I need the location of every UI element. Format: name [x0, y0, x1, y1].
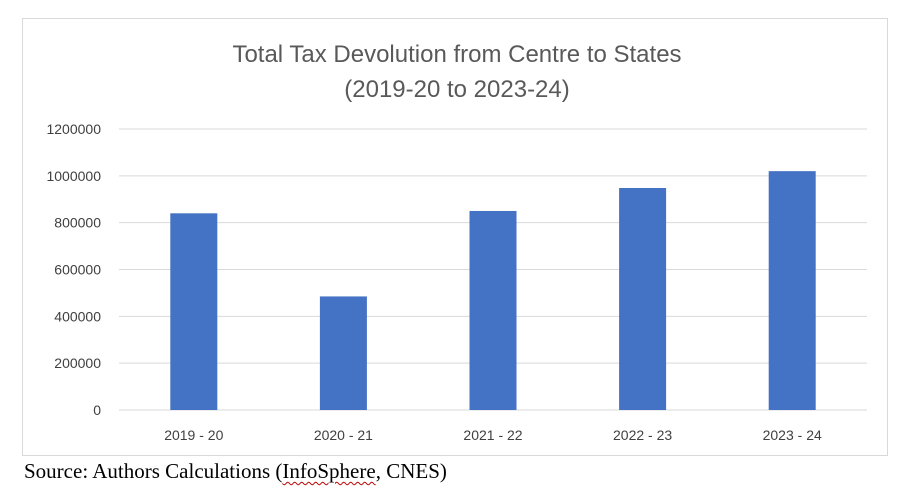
x-axis-ticks: 2019 - 20 2020 - 21 2021 - 22 2022 - 23 2023… — [164, 427, 822, 443]
source-note: Source: Authors Calculations (InfoSphere… — [24, 459, 447, 484]
source-suffix: , CNES) — [375, 459, 447, 483]
bar-2022-23 — [619, 188, 667, 410]
y-tick-label: 200000 — [54, 355, 101, 371]
x-tick-label: 2023 - 24 — [763, 427, 822, 443]
x-tick-label: 2020 - 21 — [314, 427, 373, 443]
source-underlined: InfoSphere — [282, 459, 376, 483]
y-tick-label: 600000 — [54, 262, 101, 278]
y-tick-label: 800000 — [54, 215, 101, 231]
bar-chart: Total Tax Devolution from Centre to Stat… — [46, 41, 867, 443]
x-tick-label: 2019 - 20 — [164, 427, 223, 443]
bar-2023-24 — [768, 171, 816, 410]
bar-2019-20 — [170, 213, 218, 410]
x-tick-label: 2021 - 22 — [463, 427, 522, 443]
chart-title: Total Tax Devolution from Centre to Stat… — [232, 41, 681, 68]
y-tick-label: 0 — [93, 402, 101, 418]
y-tick-label: 1200000 — [46, 121, 101, 137]
bars — [170, 171, 816, 410]
bar-2021-22 — [469, 210, 517, 410]
x-tick-label: 2022 - 23 — [613, 427, 672, 443]
chart-frame: Total Tax Devolution from Centre to Stat… — [22, 18, 888, 456]
source-prefix: Source: Authors Calculations ( — [24, 459, 283, 483]
bar-2020-21 — [319, 296, 367, 410]
y-tick-label: 400000 — [54, 308, 101, 324]
y-axis-ticks: 0 200000 400000 600000 800000 1000000 1200000 — [46, 121, 101, 418]
y-tick-label: 1000000 — [46, 168, 101, 184]
chart-subtitle: (2019-20 to 2023-24) — [344, 76, 570, 103]
